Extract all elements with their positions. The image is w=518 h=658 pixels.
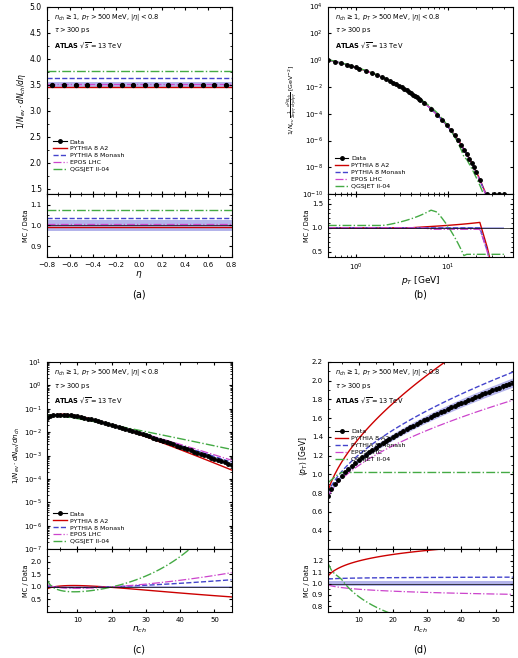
Text: $\mathbf{ATLAS}\ \sqrt{s} = 13$ TeV: $\mathbf{ATLAS}\ \sqrt{s} = 13$ TeV [335,395,404,405]
Text: (d): (d) [413,644,427,655]
Text: $\mathbf{ATLAS}\ \sqrt{s} = 13$ TeV: $\mathbf{ATLAS}\ \sqrt{s} = 13$ TeV [54,395,123,405]
Text: $\tau > 300$ ps: $\tau > 300$ ps [335,26,371,36]
Legend: Data, PYTHIA 8 A2, PYTHIA 8 Monash, EPOS LHC, QGSJET II-04: Data, PYTHIA 8 A2, PYTHIA 8 Monash, EPOS… [53,139,124,172]
Text: $n_{ch} \geq 1,\ p_T > 500$ MeV, $|\eta| < 0.8$: $n_{ch} \geq 1,\ p_T > 500$ MeV, $|\eta|… [54,13,159,23]
Legend: Data, PYTHIA 8 A2, PYTHIA 8 Monash, EPOS LHC, QGSJET II-04: Data, PYTHIA 8 A2, PYTHIA 8 Monash, EPOS… [53,511,124,544]
Y-axis label: MC / Data: MC / Data [23,565,29,597]
Text: (a): (a) [132,290,146,299]
X-axis label: $\eta$: $\eta$ [135,269,143,280]
Text: $n_{ch} \geq 1,\ p_T > 500$ MeV, $|\eta| < 0.8$: $n_{ch} \geq 1,\ p_T > 500$ MeV, $|\eta|… [335,367,440,378]
X-axis label: $n_{ch}$: $n_{ch}$ [413,624,428,635]
Text: $\mathbf{ATLAS}\ \sqrt{s} = 13$ TeV: $\mathbf{ATLAS}\ \sqrt{s} = 13$ TeV [335,40,404,50]
Y-axis label: MC / Data: MC / Data [304,565,310,597]
X-axis label: $n_{ch}$: $n_{ch}$ [132,624,147,635]
Y-axis label: $1/N_{ev} \cdot dN_{ch} / d\eta$: $1/N_{ev} \cdot dN_{ch} / d\eta$ [15,72,28,128]
Y-axis label: $1/N_{ev} \cdot dN_{ev} / dn_{ch}$: $1/N_{ev} \cdot dN_{ev} / dn_{ch}$ [12,427,22,484]
Y-axis label: $\langle p_T \rangle$ [GeV]: $\langle p_T \rangle$ [GeV] [297,436,310,476]
Text: (c): (c) [133,644,146,655]
Text: $\tau > 300$ ps: $\tau > 300$ ps [335,380,371,391]
Text: $n_{ch} \geq 1,\ p_T > 500$ MeV, $|\eta| < 0.8$: $n_{ch} \geq 1,\ p_T > 500$ MeV, $|\eta|… [54,367,159,378]
Y-axis label: MC / Data: MC / Data [304,209,310,241]
Text: $n_{ch} \geq 1,\ p_T > 500$ MeV, $|\eta| < 0.8$: $n_{ch} \geq 1,\ p_T > 500$ MeV, $|\eta|… [335,13,440,23]
Text: $\tau > 300$ ps: $\tau > 300$ ps [54,26,90,36]
Legend: Data, PYTHIA 8 A2, PYTHIA 8 Monash, EPOS LHC, QGSJET II-04: Data, PYTHIA 8 A2, PYTHIA 8 Monash, EPOS… [335,156,405,190]
Text: $\tau > 300$ ps: $\tau > 300$ ps [54,380,90,391]
Text: $\mathbf{ATLAS}\ \sqrt{s} = 13$ TeV: $\mathbf{ATLAS}\ \sqrt{s} = 13$ TeV [54,40,123,50]
Legend: Data, PYTHIA 8 A2, PYTHIA 8 Monash, EPOS LHC, QGSJET II-04: Data, PYTHIA 8 A2, PYTHIA 8 Monash, EPOS… [335,429,405,462]
Y-axis label: $1/N_{ev}\,\frac{1}{2\pi p_T}\frac{d^2N_{ch}}{d\eta dp_T}\ [\mathrm{GeV}^{-2}]$: $1/N_{ev}\,\frac{1}{2\pi p_T}\frac{d^2N_… [284,65,300,136]
Y-axis label: MC / Data: MC / Data [23,209,29,241]
Text: (b): (b) [413,290,427,299]
X-axis label: $p_{T}$ [GeV]: $p_{T}$ [GeV] [400,274,440,288]
